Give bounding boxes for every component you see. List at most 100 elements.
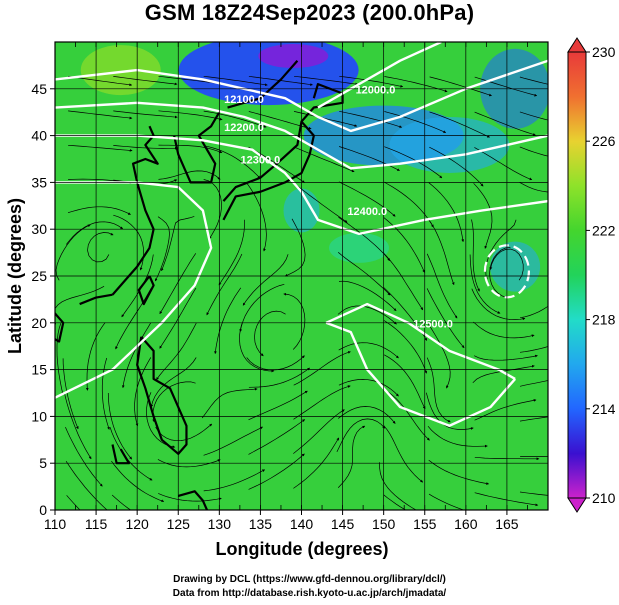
streamline — [111, 494, 132, 510]
streamline — [473, 321, 535, 339]
streamline — [293, 146, 355, 173]
temperature-field — [55, 42, 548, 510]
streamline — [489, 248, 524, 281]
x-tick-label: 150 — [372, 516, 396, 532]
streamline — [85, 322, 106, 391]
streamline — [293, 182, 348, 223]
height-contour — [55, 181, 213, 399]
colorbar-tick-label: 214 — [592, 401, 616, 417]
streamline — [474, 111, 536, 136]
field-patch — [490, 241, 541, 292]
contour-label: 12200.0 — [224, 122, 264, 134]
streamline — [384, 146, 443, 179]
streamline — [338, 216, 391, 261]
streamline — [152, 381, 196, 423]
streamline — [67, 206, 131, 215]
streamline — [338, 379, 399, 397]
field-patch — [389, 116, 510, 173]
y-tick-label: 35 — [31, 174, 47, 190]
streamline — [337, 425, 366, 488]
streamline — [520, 456, 548, 457]
streamline — [239, 283, 285, 333]
streamline — [293, 111, 358, 127]
colorbar-max-arrow — [567, 37, 587, 53]
streamline — [248, 390, 308, 421]
streamline — [203, 75, 268, 87]
streamline — [337, 406, 396, 424]
streamline — [519, 380, 548, 387]
streamline — [109, 427, 153, 481]
streamline — [115, 288, 152, 350]
streamline — [383, 320, 428, 374]
streamline — [474, 147, 533, 181]
streamline — [113, 214, 145, 271]
x-tick-label: 135 — [249, 516, 273, 532]
streamline — [382, 252, 424, 311]
streamline — [248, 75, 313, 86]
streamline — [121, 254, 154, 318]
contour-label: 12300.0 — [241, 155, 281, 167]
streamline — [113, 110, 178, 119]
streamline — [474, 492, 539, 507]
streamline — [428, 182, 465, 243]
streamline — [519, 111, 548, 121]
coastline — [111, 125, 159, 296]
streamline — [159, 253, 197, 315]
streamline — [203, 469, 266, 492]
streamline — [471, 288, 526, 321]
streamline — [55, 224, 91, 281]
streamline — [68, 110, 133, 120]
colorbar-tick-label: 210 — [592, 490, 616, 506]
colorbar-tick-label: 222 — [592, 222, 616, 238]
contour-label: 12000.0 — [356, 84, 396, 96]
streamline — [66, 221, 124, 245]
contour-labels: 12100.0 12200.0 12300.0 12000.0 12400.0 12500… — [224, 84, 453, 330]
streamline — [427, 322, 451, 389]
streamline — [68, 144, 133, 152]
x-tick-label: 160 — [454, 516, 478, 532]
streamline — [56, 322, 64, 396]
streamline — [203, 179, 222, 240]
x-tick-label: 120 — [125, 516, 149, 532]
coastline — [136, 336, 188, 455]
contour-label: 12100.0 — [224, 94, 264, 106]
height-contour — [317, 42, 442, 109]
streamline — [384, 111, 447, 133]
streamline — [474, 76, 538, 97]
streamline — [519, 181, 548, 193]
streamline — [203, 110, 267, 128]
colorbar-body — [567, 51, 587, 499]
streamline — [339, 75, 404, 88]
streamline — [111, 460, 165, 503]
streamline — [218, 219, 245, 286]
streamline — [429, 76, 492, 97]
streamline — [158, 493, 222, 502]
lat-lon-grid — [54, 42, 549, 511]
y-tick-label: 45 — [31, 81, 47, 97]
streamline — [206, 253, 243, 316]
field-patch — [80, 45, 161, 96]
y-tick-label: 30 — [31, 221, 47, 237]
streamline — [254, 310, 286, 357]
streamline — [426, 253, 458, 319]
credit-data: Data from http://database.rish.kyoto-u.a… — [172, 588, 447, 599]
streamline — [161, 216, 195, 272]
streamline — [427, 218, 455, 286]
coastline — [177, 490, 209, 510]
streamline — [519, 146, 548, 157]
streamline — [155, 423, 213, 442]
x-tick-label: 130 — [208, 516, 232, 532]
streamline — [428, 493, 465, 510]
streamline — [65, 461, 108, 510]
streamline — [158, 110, 223, 121]
colorbar-tick-label: 230 — [592, 44, 616, 60]
y-tick-label: 25 — [31, 268, 47, 284]
streamline — [293, 437, 340, 489]
x-tick-label: 165 — [495, 516, 519, 532]
contour-label: 12500.0 — [413, 318, 453, 330]
streamline — [293, 351, 351, 386]
streamline — [429, 146, 484, 187]
streamline — [338, 280, 397, 312]
contour-label: 12400.0 — [347, 206, 387, 218]
